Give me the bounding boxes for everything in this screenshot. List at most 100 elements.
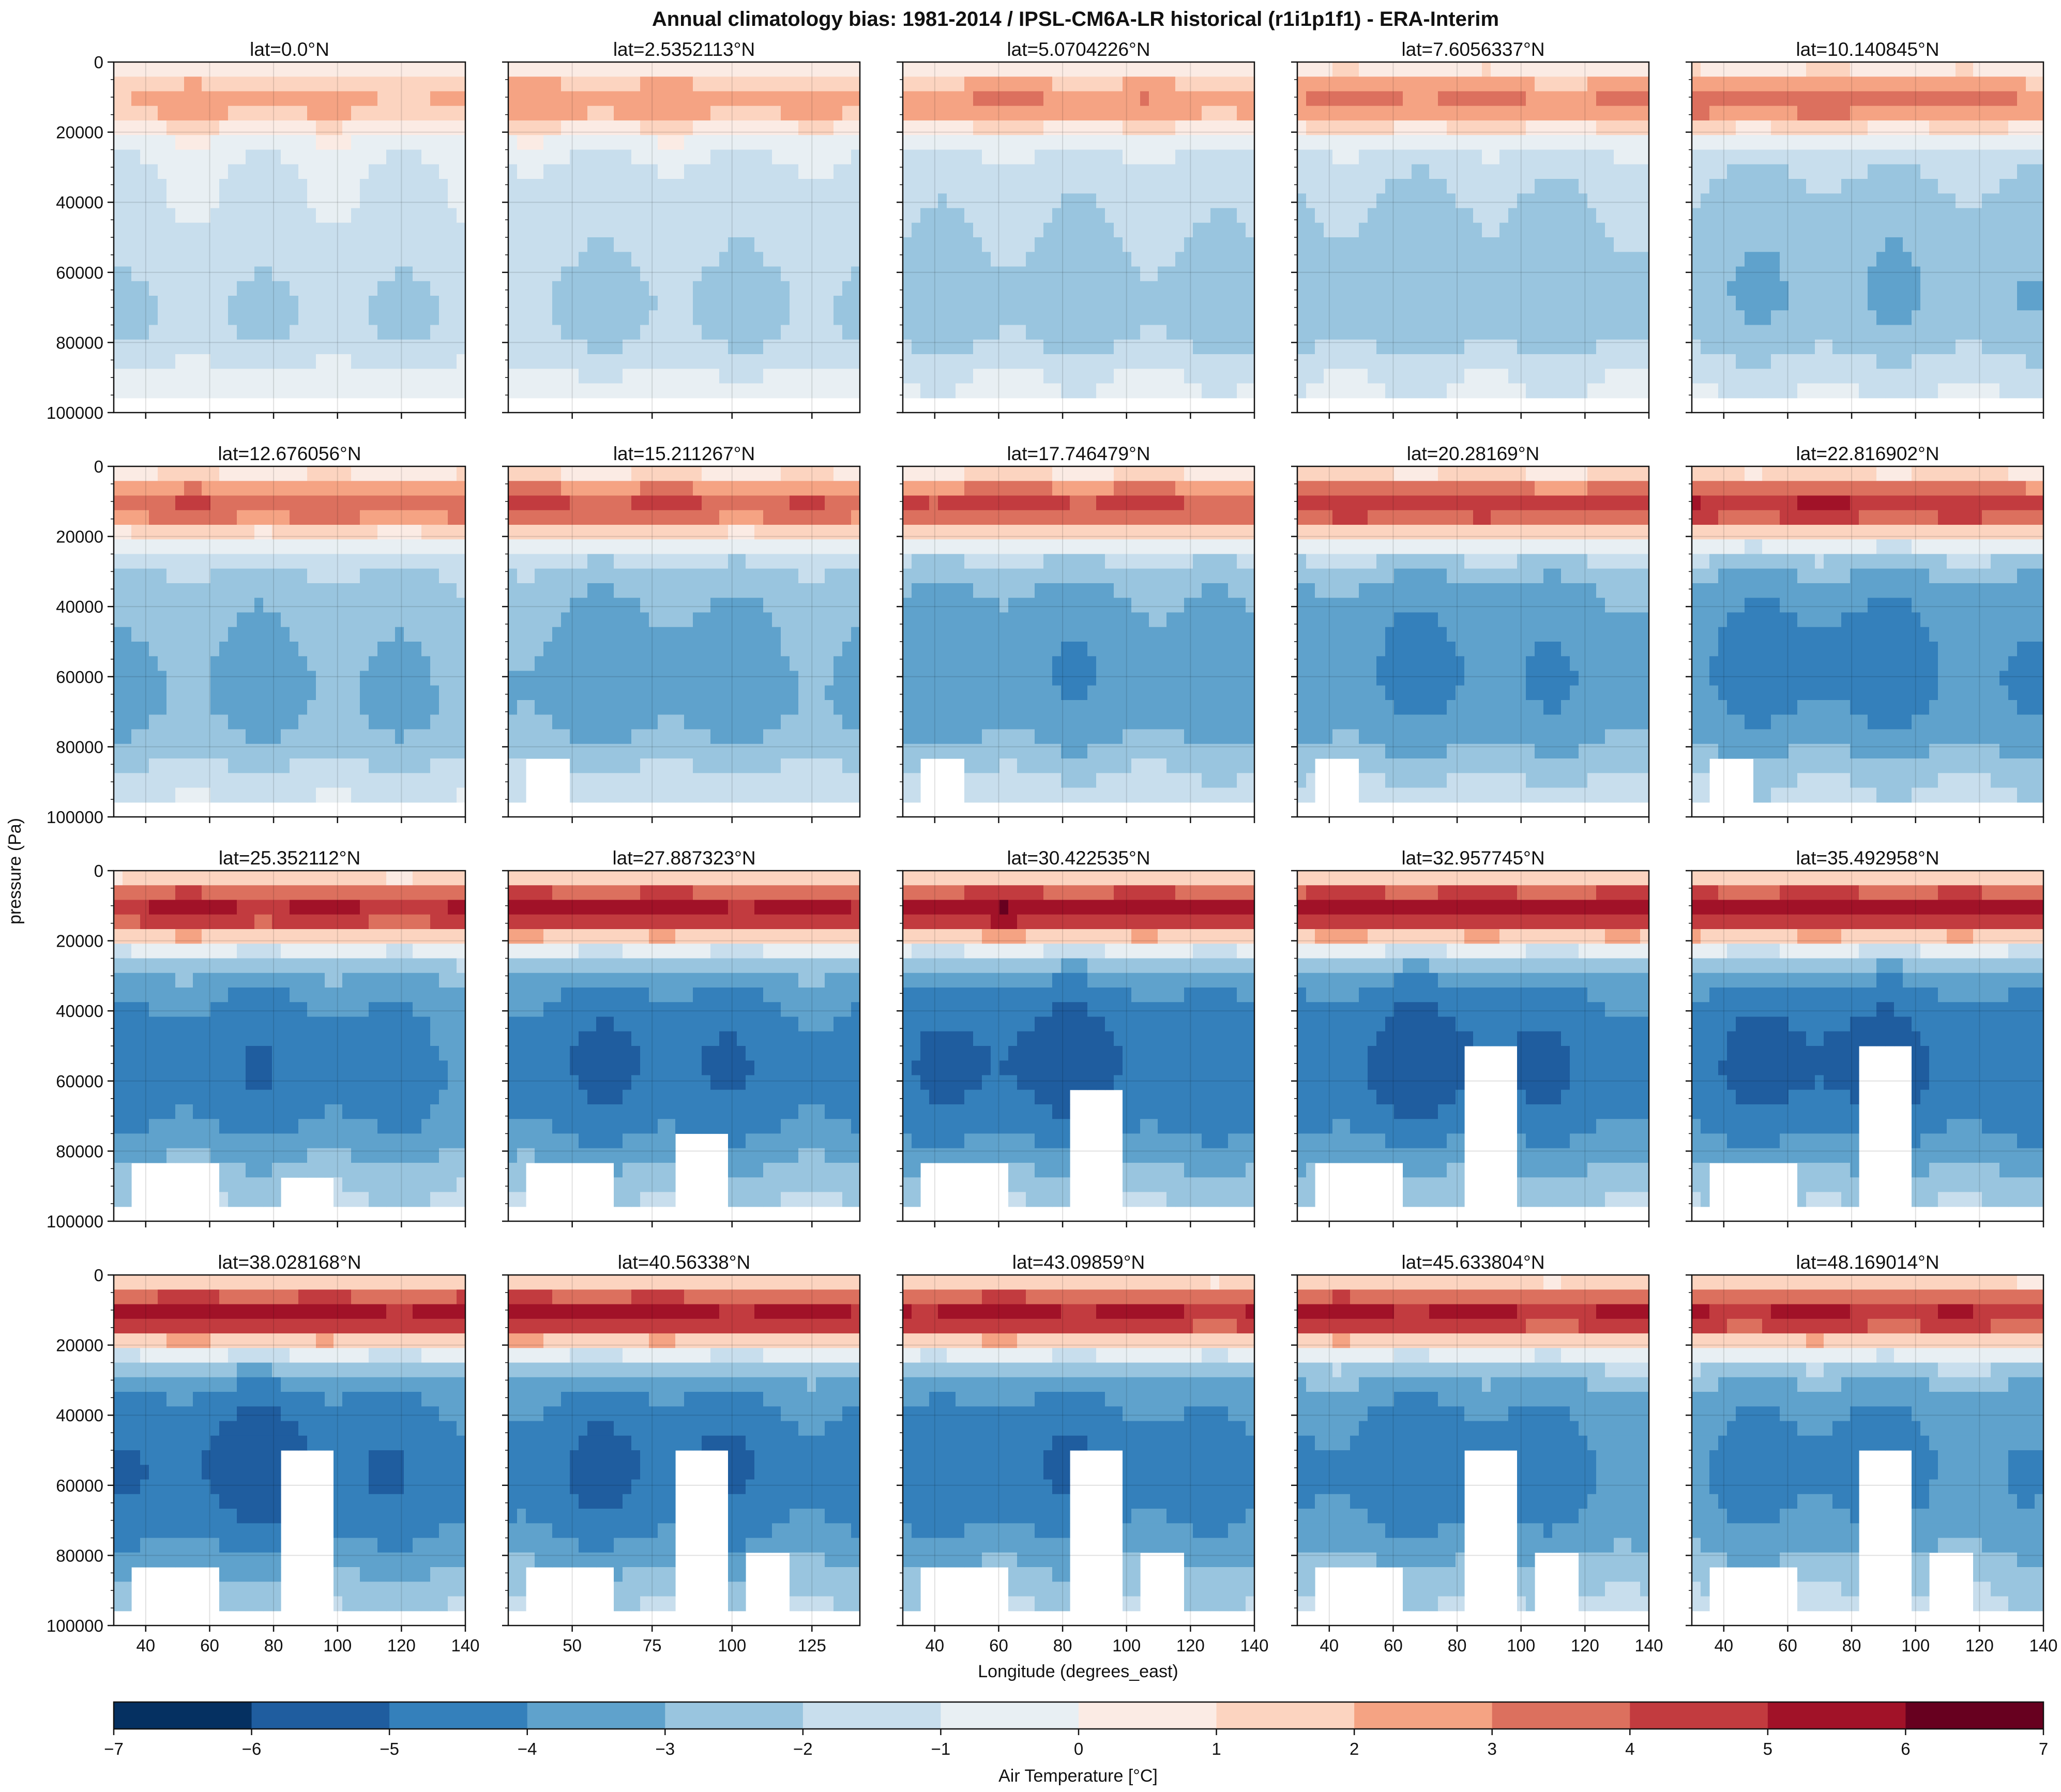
contour-cell	[290, 281, 299, 296]
contour-cell	[649, 62, 658, 77]
contour-cell	[1692, 77, 1701, 92]
contour-cell	[631, 222, 641, 238]
contour-cell	[834, 77, 843, 92]
contour-cell	[1973, 296, 1982, 311]
contour-cell	[2026, 193, 2035, 209]
contour-cell	[1745, 149, 1754, 165]
contour-cell	[1166, 164, 1176, 179]
contour-cell	[1517, 105, 1526, 121]
contour-cell	[325, 369, 334, 384]
contour-cell	[772, 193, 781, 209]
contour-cell	[710, 62, 720, 77]
contour-cell	[579, 120, 588, 135]
contour-cell	[719, 62, 729, 77]
contour-cell	[763, 383, 772, 399]
contour-cell	[1324, 354, 1333, 369]
contour-cell	[1228, 222, 1237, 238]
contour-cell	[1166, 281, 1176, 296]
contour-cell	[1332, 325, 1342, 340]
contour-cell	[166, 598, 176, 613]
contour-cell	[1964, 325, 1974, 340]
contour-cell	[1447, 135, 1456, 150]
contour-cell	[2017, 237, 2026, 252]
contour-cell	[1920, 179, 1930, 194]
contour-cell	[1061, 237, 1070, 252]
contour-cell	[131, 568, 141, 584]
contour-cell	[351, 164, 360, 179]
contour-cell	[1429, 354, 1438, 369]
contour-cell	[1114, 325, 1123, 340]
contour-cell	[439, 208, 448, 223]
contour-cell	[1508, 120, 1518, 135]
contour-cell	[351, 120, 360, 135]
contour-cell	[912, 77, 921, 92]
contour-cell	[920, 252, 930, 267]
contour-cell	[675, 208, 685, 223]
contour-cell	[1806, 193, 1815, 209]
contour-cell	[1815, 105, 1824, 121]
contour-cell	[430, 62, 440, 77]
contour-cell	[307, 266, 316, 282]
contour-cell	[763, 310, 772, 326]
contour-cell	[254, 105, 264, 121]
contour-cell	[272, 164, 281, 179]
contour-cell	[754, 91, 764, 107]
contour-cell	[1535, 237, 1544, 252]
contour-cell	[561, 222, 570, 238]
contour-cell	[1096, 383, 1105, 399]
contour-cell	[140, 281, 149, 296]
contour-cell	[1184, 237, 1193, 252]
contour-cell	[1412, 369, 1421, 384]
contour-cell	[1246, 252, 1255, 267]
contour-cell	[526, 222, 535, 238]
contour-cell	[693, 120, 702, 135]
contour-cell	[246, 105, 255, 121]
contour-cell	[158, 525, 167, 540]
contour-cell	[457, 164, 466, 179]
contour-cell	[938, 208, 947, 223]
contour-cell	[404, 120, 413, 135]
contour-cell	[1745, 120, 1754, 135]
contour-cell	[193, 164, 202, 179]
contour-cell	[666, 354, 676, 369]
contour-cell	[457, 296, 466, 311]
contour-cell	[1543, 237, 1553, 252]
contour-cell	[175, 481, 185, 496]
contour-cell	[1149, 339, 1158, 355]
contour-cell	[290, 62, 299, 77]
contour-cell	[2035, 193, 2044, 209]
contour-cell	[166, 627, 176, 642]
contour-cell	[2017, 164, 2026, 179]
contour-cell	[816, 222, 825, 238]
contour-cell	[1026, 383, 1035, 399]
contour-cell	[1868, 149, 1877, 165]
contour-cell	[1464, 77, 1474, 92]
contour-cell	[1368, 77, 1377, 92]
contour-cell	[1614, 369, 1623, 384]
contour-cell	[1394, 77, 1403, 92]
contour-cell	[1850, 208, 1859, 223]
contour-cell	[1341, 266, 1351, 282]
contour-cell	[298, 105, 308, 121]
contour-cell	[2026, 296, 2035, 311]
contour-cell	[1315, 383, 1324, 399]
contour-cell	[1631, 266, 1641, 282]
contour-cell	[131, 62, 141, 77]
contour-cell	[1123, 222, 1132, 238]
contour-cell	[1315, 252, 1324, 267]
contour-cell	[991, 310, 1000, 326]
contour-cell	[1938, 369, 1947, 384]
contour-cell	[1306, 62, 1315, 77]
contour-cell	[1508, 369, 1518, 384]
contour-cell	[272, 339, 281, 355]
contour-cell	[1718, 91, 1727, 107]
contour-cell	[1412, 237, 1421, 252]
contour-cell	[1394, 252, 1403, 267]
contour-cell	[334, 91, 343, 107]
contour-cell	[1385, 266, 1395, 282]
contour-cell	[1727, 325, 1736, 340]
contour-cell	[964, 62, 974, 77]
contour-cell	[1482, 266, 1491, 282]
contour-cell	[999, 193, 1009, 209]
contour-cell	[1929, 310, 1938, 326]
